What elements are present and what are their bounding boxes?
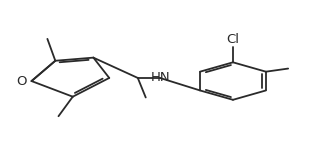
- Text: Cl: Cl: [227, 34, 239, 46]
- Text: O: O: [16, 75, 26, 88]
- Text: HN: HN: [151, 71, 171, 84]
